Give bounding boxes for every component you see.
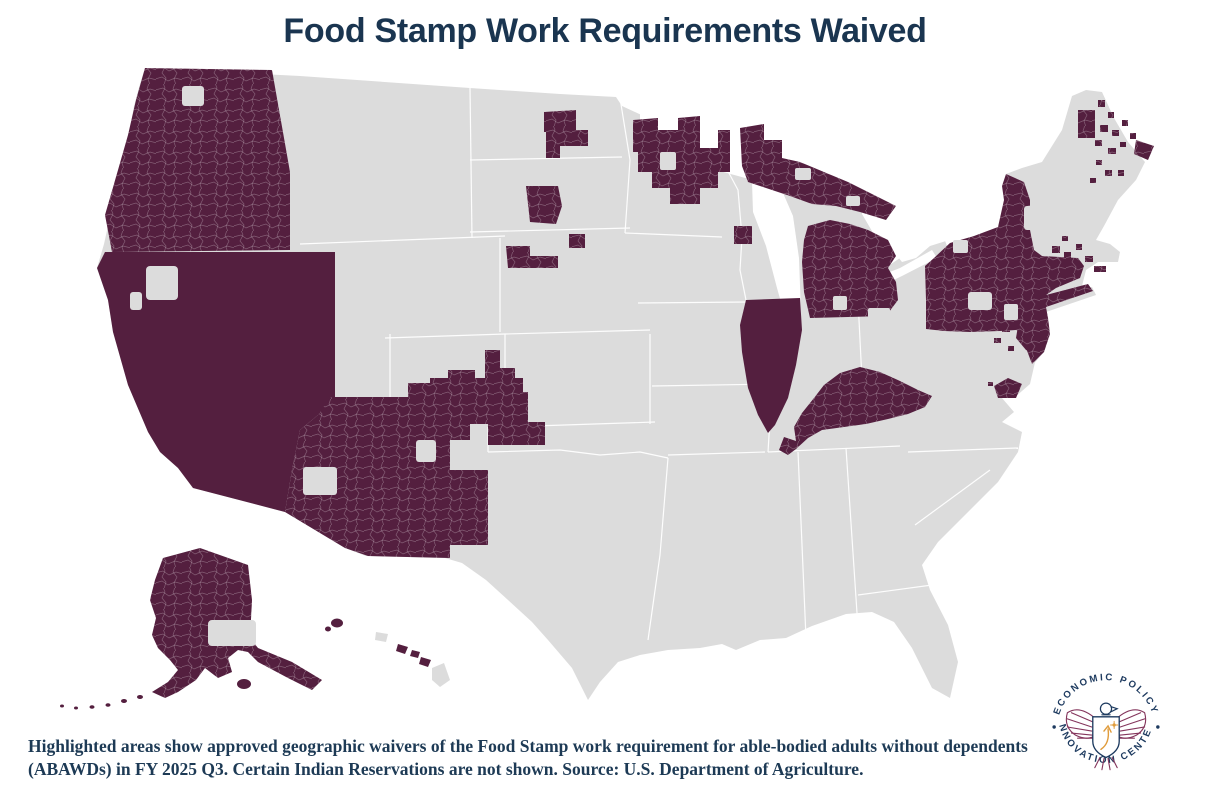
region-michigan-lower bbox=[802, 220, 898, 318]
region-north-dakota-cluster bbox=[544, 110, 588, 158]
region-massachusetts-rhode-island-towns bbox=[1052, 236, 1106, 273]
region-wisconsin-menominee bbox=[734, 226, 752, 244]
waived-regions bbox=[60, 68, 1154, 710]
region-washington-oregon bbox=[105, 68, 290, 252]
epic-logo: ECONOMIC POLICY INNOVATION CENTER bbox=[1044, 666, 1160, 771]
region-delaware-maryland bbox=[994, 322, 1042, 354]
eagle-emblem-icon bbox=[1065, 702, 1147, 771]
region-kentucky bbox=[779, 367, 932, 455]
region-south-dakota-clusters bbox=[506, 186, 585, 268]
region-minnesota-north-cluster bbox=[633, 116, 730, 204]
region-arizona-new-mexico bbox=[285, 397, 488, 558]
non-waived-patches bbox=[130, 86, 1040, 646]
region-hawaii-islands bbox=[325, 618, 431, 667]
source-note: Highlighted areas show approved geograph… bbox=[28, 736, 1028, 779]
region-alaska-islands bbox=[60, 679, 251, 710]
region-colorado-kansas-oklahoma-cluster bbox=[398, 350, 545, 445]
region-maine-scattered bbox=[1078, 100, 1154, 183]
region-virginia-hampton-roads bbox=[988, 378, 1022, 398]
region-northeast-ny-pa-nj-ct bbox=[925, 174, 1093, 364]
page-title: Food Stamp Work Requirements Waived bbox=[283, 12, 927, 50]
region-california-nevada bbox=[97, 252, 335, 512]
region-illinois bbox=[740, 298, 802, 433]
